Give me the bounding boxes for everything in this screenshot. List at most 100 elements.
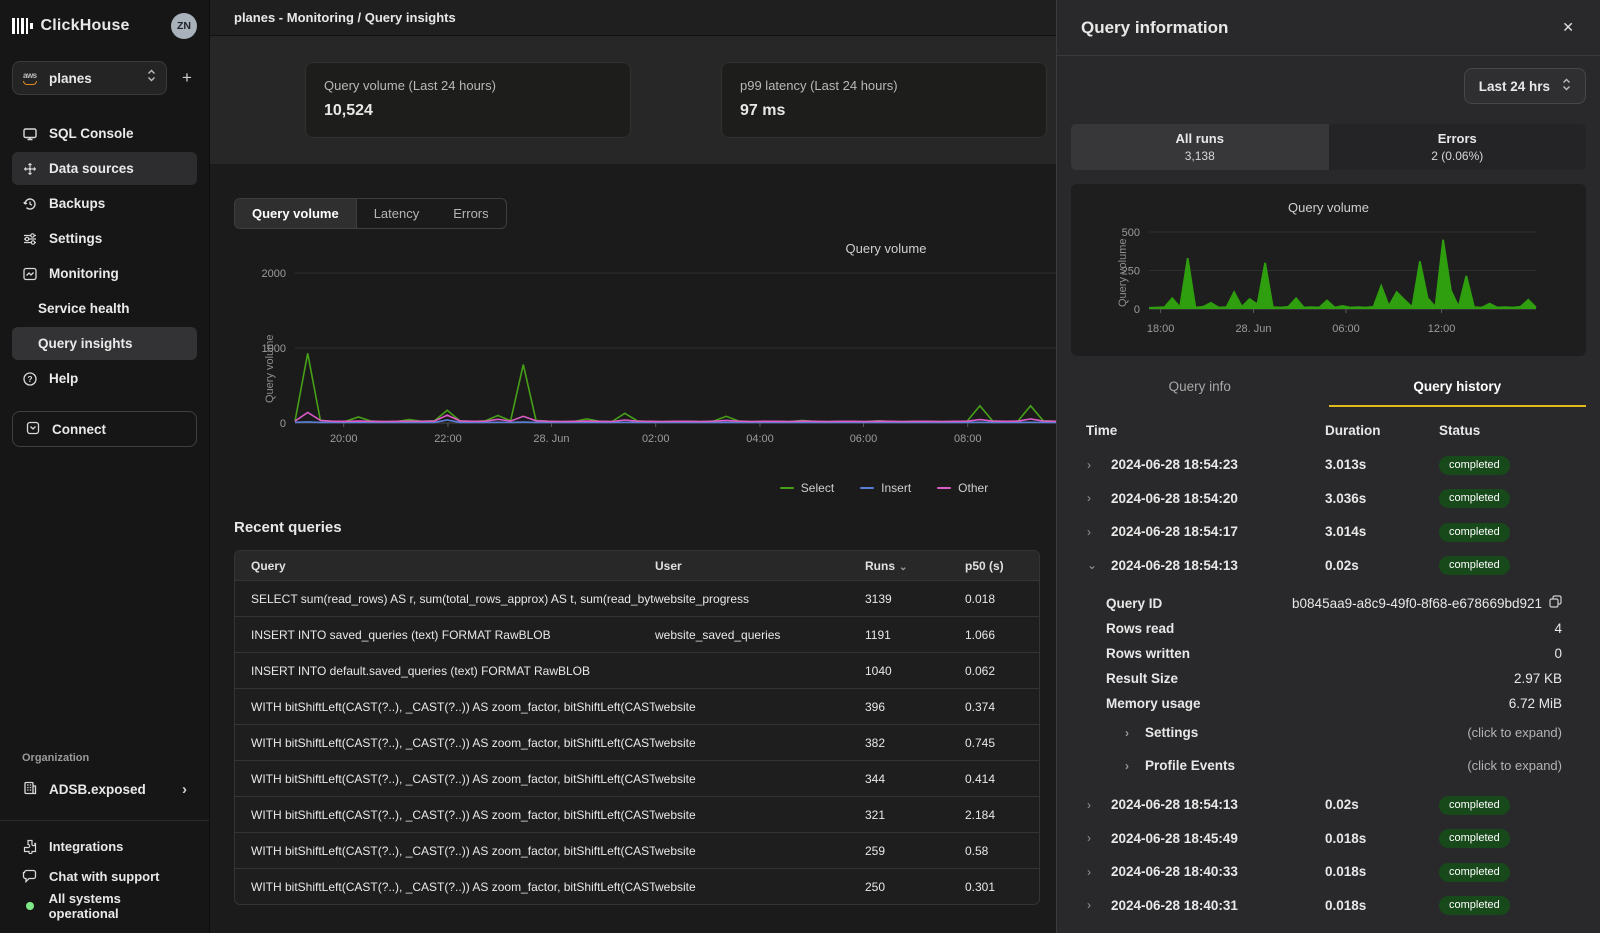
status-badge: completed	[1439, 522, 1510, 542]
history-row[interactable]: › 2024-06-28 18:54:17 3.014s completed	[1071, 515, 1586, 549]
query-volume-stat-card: Query volume (Last 24 hours) 10,524	[305, 62, 631, 138]
cell-user: website	[655, 807, 696, 822]
system-status[interactable]: All systems operational	[22, 891, 187, 921]
connect-button[interactable]: Connect	[12, 411, 197, 447]
sidebar-item-sql-console[interactable]: SQL Console	[12, 117, 197, 150]
expandable-profile-events[interactable]: › Profile Events (click to expand)	[1125, 758, 1562, 773]
detail-label: Rows written	[1106, 646, 1191, 661]
history-duration: 3.014s	[1325, 524, 1367, 540]
table-row[interactable]: SELECT sum(read_rows) AS r, sum(total_ro…	[235, 580, 1039, 616]
table-row[interactable]: WITH bitShiftLeft(CAST(?..), _CAST(?..))…	[235, 868, 1039, 904]
table-row[interactable]: WITH bitShiftLeft(CAST(?..), _CAST(?..))…	[235, 688, 1039, 724]
tab-latency[interactable]: Latency	[373, 206, 420, 221]
copy-icon[interactable]	[1549, 595, 1562, 611]
aws-icon: aws	[23, 71, 40, 85]
close-icon[interactable]: ✕	[1562, 19, 1574, 35]
data-sources-icon	[22, 161, 38, 177]
workspace-selector[interactable]: aws planes	[12, 61, 167, 95]
history-row[interactable]: › 2024-06-28 18:54:13 0.02s completed	[1071, 788, 1586, 822]
mini-chart-svg[interactable]: 0 250 500 18:00 28. Jun 06:00 12:00	[1071, 184, 1587, 356]
sidebar-item-label: Data sources	[49, 161, 134, 176]
user-avatar[interactable]: ZN	[171, 13, 197, 39]
breadcrumb: planes - Monitoring / Query insights	[234, 10, 456, 25]
chevron-right-icon: ›	[1087, 898, 1091, 913]
history-duration: 0.018s	[1325, 897, 1367, 913]
column-p50[interactable]: p50 (s)	[965, 558, 1004, 573]
clickhouse-logo-icon	[12, 17, 33, 35]
column-query[interactable]: Query	[251, 558, 286, 573]
cell-user: website	[655, 771, 696, 786]
segment-all-runs[interactable]: All runs 3,138	[1071, 124, 1329, 170]
history-row[interactable]: › 2024-06-28 18:45:49 0.018s completed	[1071, 822, 1586, 856]
table-row[interactable]: INSERT INTO saved_queries (text) FORMAT …	[235, 616, 1039, 652]
expandable-settings[interactable]: › Settings (click to expand)	[1125, 725, 1562, 740]
tab-errors[interactable]: Errors	[453, 206, 489, 221]
svg-text:28. Jun: 28. Jun	[1235, 323, 1271, 335]
history-duration: 3.036s	[1325, 490, 1367, 506]
sidebar-item-data-sources[interactable]: Data sources	[12, 152, 197, 185]
segment-errors[interactable]: Errors 2 (0.06%)	[1328, 124, 1586, 170]
table-row[interactable]: WITH bitShiftLeft(CAST(?..), _CAST(?..))…	[235, 796, 1039, 832]
tab-query-volume[interactable]: Query volume	[235, 199, 357, 228]
cell-user: website	[655, 879, 696, 894]
sidebar-item-monitoring[interactable]: Monitoring	[12, 257, 197, 290]
integrations-link[interactable]: Integrations	[22, 833, 187, 859]
history-column-duration: Duration	[1325, 423, 1381, 438]
legend-item-select[interactable]: Select	[779, 481, 834, 495]
cell-p50: 0.58	[965, 843, 989, 858]
sort-desc-icon: ⌄	[899, 561, 908, 573]
cell-query: WITH bitShiftLeft(CAST(?..), _CAST(?..))…	[251, 843, 655, 858]
add-service-button[interactable]: +	[182, 68, 192, 87]
chat-label: Chat with support	[49, 868, 160, 884]
cell-runs: 396	[865, 699, 886, 714]
sidebar-item-backups[interactable]: Backups	[12, 187, 197, 220]
svg-text:?: ?	[27, 374, 32, 384]
legend-swatch	[937, 486, 952, 490]
status-dot-icon	[26, 902, 34, 910]
history-row[interactable]: › 2024-06-28 18:54:23 3.013s completed	[1071, 448, 1586, 482]
legend-item-other[interactable]: Other	[937, 481, 988, 495]
table-row[interactable]: WITH bitShiftLeft(CAST(?..), _CAST(?..))…	[235, 760, 1039, 796]
column-runs[interactable]: Runs ⌄	[865, 558, 908, 573]
chat-with-support-link[interactable]: Chat with support	[22, 863, 187, 889]
sidebar-item-settings[interactable]: Settings	[12, 222, 197, 255]
organization-icon	[22, 780, 38, 799]
history-row[interactable]: ⌄ 2024-06-28 18:54:13 0.02s completed	[1071, 549, 1586, 583]
cell-user: website_saved_queries	[655, 627, 781, 642]
column-user[interactable]: User	[655, 558, 682, 573]
query-information-panel: Query information ✕ Last 24 hrs All runs…	[1056, 0, 1600, 933]
tab-query-info[interactable]: Query info	[1168, 379, 1231, 394]
main-chart-svg[interactable]: 0 1000 2000 20:00 22:00 28. Jun 02:00 04:00 06:0…	[234, 239, 1086, 451]
sidebar-item-query-insights[interactable]: Query insights	[12, 327, 197, 360]
cell-runs: 1040	[865, 663, 892, 678]
status-badge: completed	[1439, 829, 1510, 849]
table-row[interactable]: INSERT INTO default.saved_queries (text)…	[235, 652, 1039, 688]
detail-value: 0	[1554, 646, 1562, 661]
history-row[interactable]: › 2024-06-28 18:54:20 3.036s completed	[1071, 482, 1586, 516]
svg-text:0: 0	[280, 418, 286, 430]
status-label: All systems operational	[48, 891, 121, 921]
svg-text:18:00: 18:00	[1147, 323, 1175, 335]
time-range-select[interactable]: Last 24 hrs	[1463, 68, 1586, 104]
table-row[interactable]: WITH bitShiftLeft(CAST(?..), _CAST(?..))…	[235, 724, 1039, 760]
status-badge: completed	[1439, 862, 1510, 882]
tab-query-history[interactable]: Query history	[1328, 370, 1586, 407]
history-row[interactable]: › 2024-06-28 18:40:33 0.018s completed	[1071, 855, 1586, 889]
table-row[interactable]: WITH bitShiftLeft(CAST(?..), _CAST(?..))…	[235, 832, 1039, 868]
legend-swatch	[779, 486, 794, 490]
history-row[interactable]: › 2024-06-28 18:40:31 0.018s completed	[1071, 889, 1586, 923]
chevron-right-icon: ›	[1087, 457, 1091, 472]
organization-switcher[interactable]: ADSB.exposed ›	[12, 772, 197, 806]
detail-value: 6.72 MiB	[1508, 696, 1562, 711]
cell-p50: 1.066	[965, 627, 996, 642]
sidebar-item-help[interactable]: ? Help	[12, 362, 197, 395]
connect-label: Connect	[52, 421, 106, 437]
chart-title: Query volume	[845, 241, 927, 256]
legend-item-insert[interactable]: Insert	[860, 481, 911, 495]
sidebar-item-service-health[interactable]: Service health	[12, 292, 197, 325]
cell-query: WITH bitShiftLeft(CAST(?..), _CAST(?..))…	[251, 807, 655, 822]
expand-hint: (click to expand)	[1467, 758, 1562, 773]
settings-icon	[22, 231, 38, 247]
history-duration: 0.02s	[1325, 797, 1359, 813]
panel-title: Query information	[1081, 17, 1229, 37]
